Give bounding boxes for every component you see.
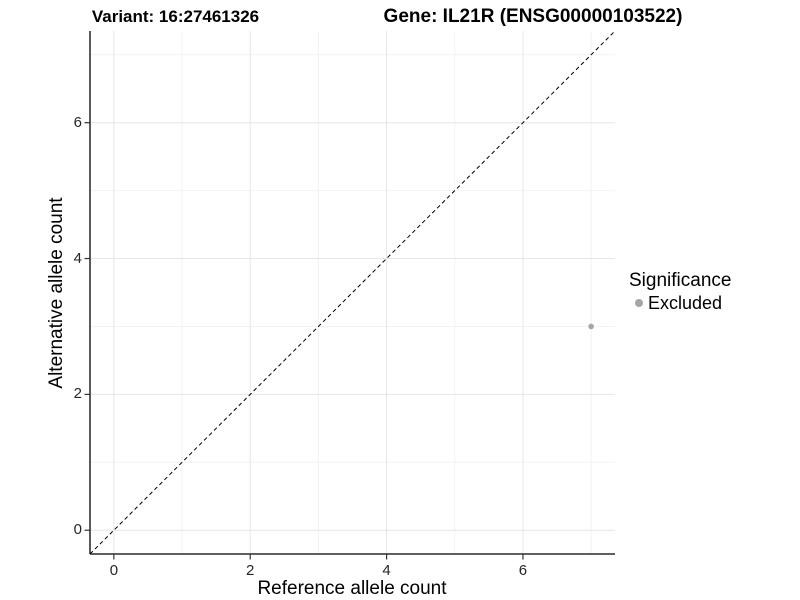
legend-title: Significance	[629, 270, 732, 291]
x-axis-title: Reference allele count	[257, 578, 447, 599]
data-point	[588, 323, 594, 330]
y-axis-title-text: Alternative allele count	[46, 197, 67, 389]
legend-label: Excluded	[648, 293, 723, 313]
legend: Significance Excluded	[629, 270, 731, 313]
x-tick-label: 2	[246, 562, 255, 579]
y-tick-label: 2	[73, 385, 82, 403]
y-tick-label: 6	[73, 113, 82, 131]
plot-title-variant: Variant: 16:27461326	[91, 7, 260, 26]
identity-line	[89, 30, 616, 555]
y-tick-label: 4	[73, 249, 82, 267]
legend-point-icon	[635, 299, 643, 307]
y-tick-label: 0	[73, 521, 82, 539]
plot-title-gene: Gene: IL21R (ENSG00000103522)	[383, 6, 683, 27]
legend-items: Excluded	[629, 293, 731, 313]
x-tick-label: 0	[109, 562, 119, 579]
x-tick-label: 4	[382, 562, 391, 579]
x-tick-label: 6	[518, 562, 528, 579]
legend-item: Excluded	[629, 293, 731, 313]
